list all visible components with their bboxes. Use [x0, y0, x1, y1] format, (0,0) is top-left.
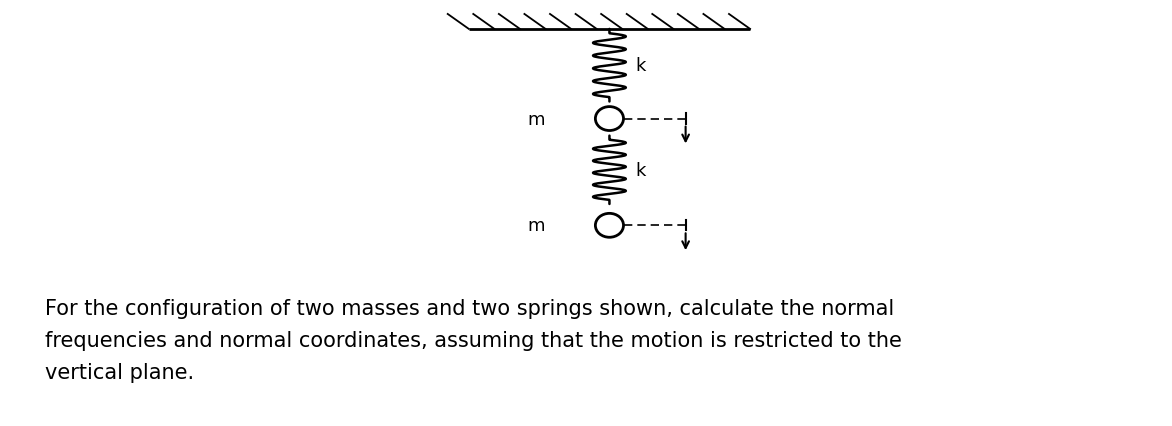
Text: k: k [635, 161, 646, 179]
Text: k: k [635, 57, 646, 75]
Text: m: m [527, 110, 545, 128]
Text: m: m [527, 217, 545, 235]
Text: For the configuration of two masses and two springs shown, calculate the normal
: For the configuration of two masses and … [45, 298, 901, 382]
